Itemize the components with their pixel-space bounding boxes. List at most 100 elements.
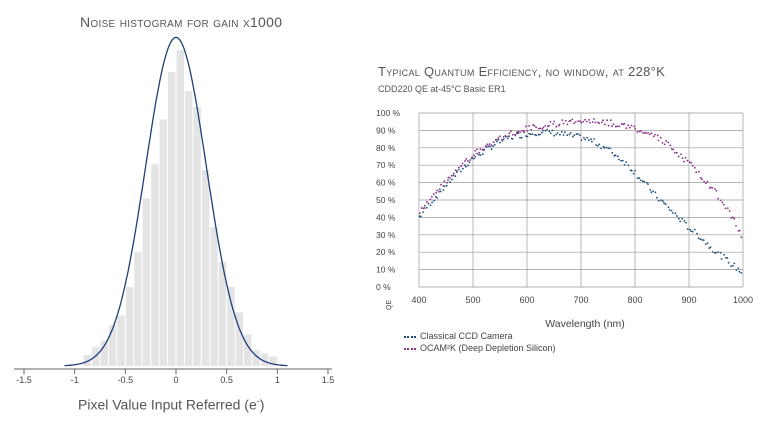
- qe-point-classical-ccd: [560, 130, 563, 133]
- histogram-bar: [201, 170, 210, 366]
- qe-point-ocam2k: [562, 122, 565, 125]
- qe-point-classical-ccd: [605, 146, 608, 149]
- qe-point-ocam2k: [657, 139, 660, 142]
- qe-point-classical-ccd: [476, 152, 478, 155]
- qe-point-ocam2k: [495, 139, 498, 141]
- qe-point-classical-ccd: [460, 170, 462, 173]
- qe-point-classical-ccd: [463, 164, 466, 167]
- qe-point-ocam2k: [492, 141, 495, 144]
- qe-point-ocam2k: [645, 132, 648, 135]
- qe-point-ocam2k: [588, 119, 591, 121]
- histogram-bar: [134, 252, 142, 366]
- qe-point-ocam2k: [730, 217, 733, 219]
- qe-point-classical-ccd: [717, 251, 720, 254]
- qe-point-classical-ccd: [544, 129, 547, 132]
- qe-point-ocam2k: [561, 119, 564, 121]
- qe-point-ocam2k: [537, 127, 540, 130]
- qe-point-classical-ccd: [676, 215, 678, 217]
- qe-point-classical-ccd: [497, 138, 500, 141]
- qe-point-classical-ccd: [481, 153, 484, 156]
- qe-point-ocam2k: [478, 151, 481, 154]
- qe-point-ocam2k: [544, 125, 547, 127]
- qe-point-ocam2k: [728, 210, 731, 212]
- qe-point-ocam2k: [667, 141, 670, 144]
- gaussian-fit-curve: [64, 36, 288, 367]
- histogram-bar: [151, 163, 159, 366]
- qe-point-classical-ccd: [630, 169, 633, 172]
- qe-point-classical-ccd: [617, 155, 619, 158]
- qe-point-ocam2k: [443, 180, 446, 183]
- qe-x-tick-label: 500: [465, 295, 480, 305]
- qe-point-ocam2k: [464, 160, 466, 162]
- qe-point-classical-ccd: [502, 136, 505, 138]
- histogram-bar: [227, 287, 235, 366]
- qe-point-ocam2k: [526, 130, 529, 132]
- qe-point-classical-ccd: [607, 147, 610, 150]
- qe-point-classical-ccd: [535, 134, 538, 137]
- qe-point-classical-ccd: [556, 132, 559, 134]
- qe-point-ocam2k: [542, 126, 545, 129]
- qe-point-ocam2k: [691, 164, 694, 167]
- qe-point-ocam2k: [724, 207, 727, 210]
- qe-point-classical-ccd: [496, 140, 498, 143]
- qe-point-ocam2k: [497, 136, 500, 139]
- qe-point-classical-ccd: [436, 197, 439, 199]
- qe-point-ocam2k: [642, 132, 644, 134]
- qe-point-ocam2k: [479, 148, 482, 150]
- qe-point-classical-ccd: [506, 137, 509, 140]
- legend-swatch-ocam2k: [404, 347, 416, 350]
- qe-point-classical-ccd: [562, 134, 565, 136]
- qe-point-classical-ccd: [696, 232, 698, 235]
- qe-point-classical-ccd: [664, 203, 667, 206]
- qe-point-classical-ccd: [449, 181, 451, 184]
- qe-point-ocam2k: [636, 131, 639, 133]
- qe-point-classical-ccd: [657, 199, 660, 202]
- qe-point-ocam2k: [633, 125, 636, 128]
- qe-point-classical-ccd: [577, 133, 579, 135]
- qe-point-classical-ccd: [590, 138, 592, 141]
- qe-point-ocam2k: [484, 145, 487, 147]
- qe-point-classical-ccd: [636, 177, 639, 180]
- qe-point-ocam2k: [615, 125, 617, 128]
- qe-point-ocam2k: [469, 159, 472, 161]
- histogram-bar: [125, 287, 134, 366]
- qe-point-classical-ccd: [733, 262, 736, 265]
- qe-point-ocam2k: [422, 207, 425, 210]
- qe-point-classical-ccd: [625, 161, 627, 164]
- qe-point-classical-ccd: [725, 256, 727, 259]
- legend-item-classical-ccd: Classical CCD Camera: [404, 331, 513, 341]
- qe-point-classical-ccd: [555, 133, 557, 136]
- qe-point-classical-ccd: [595, 144, 597, 146]
- qe-point-classical-ccd: [458, 168, 460, 171]
- qe-point-ocam2k: [440, 183, 442, 186]
- histogram-bar: [83, 354, 92, 366]
- qe-point-ocam2k: [460, 165, 463, 168]
- qe-point-ocam2k: [732, 216, 734, 219]
- qe-point-ocam2k: [435, 191, 438, 194]
- qe-point-classical-ccd: [525, 135, 527, 138]
- qe-x-tick-label: 1000: [733, 295, 753, 305]
- qe-point-ocam2k: [471, 156, 473, 159]
- qe-point-ocam2k: [698, 170, 700, 173]
- qe-point-classical-ccd: [493, 144, 496, 146]
- histogram-x-tick-label: 1.5: [322, 375, 335, 385]
- qe-point-ocam2k: [630, 124, 633, 127]
- qe-point-ocam2k: [591, 121, 594, 123]
- qe-point-ocam2k: [695, 171, 698, 174]
- qe-point-ocam2k: [446, 181, 448, 184]
- qe-point-ocam2k: [564, 119, 567, 122]
- qe-x-axis-label: Wavelength (nm): [545, 318, 625, 330]
- qe-y-tick-label: 80 %: [376, 143, 396, 153]
- qe-point-classical-ccd: [474, 155, 477, 158]
- qe-point-ocam2k: [549, 121, 552, 123]
- qe-point-ocam2k: [586, 120, 588, 123]
- qe-point-classical-ccd: [572, 135, 574, 138]
- qe-point-ocam2k: [618, 125, 621, 128]
- qe-point-ocam2k: [486, 143, 489, 146]
- qe-point-classical-ccd: [569, 132, 572, 134]
- qe-y-tick-label: 70 %: [376, 160, 396, 170]
- qe-point-ocam2k: [616, 125, 619, 128]
- qe-point-classical-ccd: [420, 215, 422, 218]
- qe-y-tick-label: 50 %: [376, 195, 396, 205]
- qe-point-ocam2k: [447, 176, 450, 179]
